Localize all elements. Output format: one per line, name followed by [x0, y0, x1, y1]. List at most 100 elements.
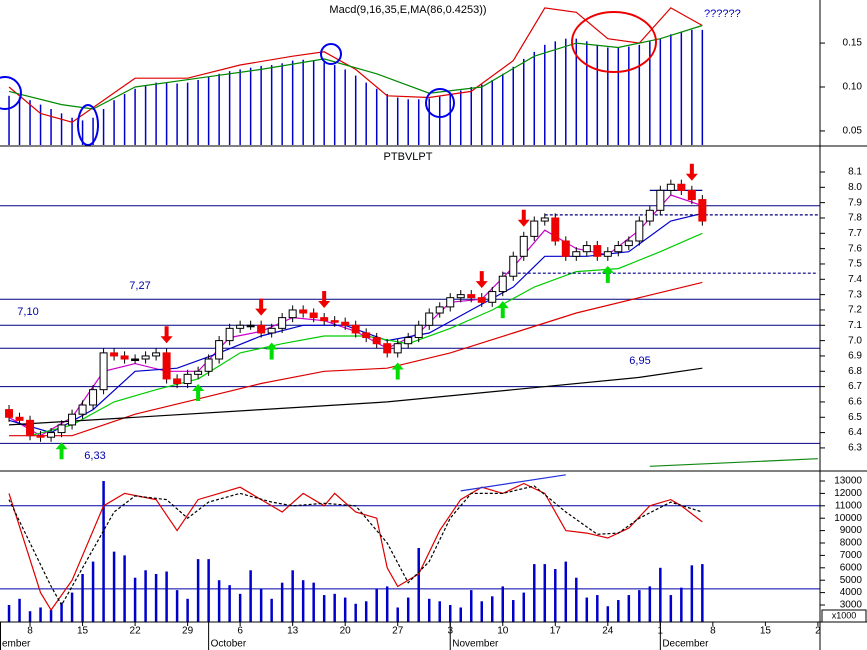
- x-tick-label: 2: [815, 626, 821, 637]
- candle-body: [593, 245, 602, 257]
- sell-arrow: [318, 291, 331, 309]
- candle-body: [68, 413, 77, 426]
- y-tick-label: 8000: [840, 538, 863, 549]
- level-label: 7,27: [129, 280, 150, 292]
- x-tick-label: 17: [550, 626, 562, 637]
- month-label: ember: [2, 639, 31, 650]
- sell-arrow: [160, 326, 173, 344]
- y-tick-label: 7.8: [848, 213, 862, 224]
- candle-body: [614, 245, 623, 253]
- candle-body: [414, 324, 423, 339]
- sell-arrow: [255, 298, 268, 316]
- buy-arrow: [496, 301, 509, 319]
- candle-body: [215, 340, 224, 360]
- candle-body: [110, 352, 119, 357]
- candle-body: [372, 337, 381, 345]
- candle-body: [57, 424, 66, 434]
- y-tick-label: 7.5: [848, 259, 862, 270]
- x-tick-label: 20: [340, 626, 352, 637]
- circle: [77, 104, 99, 146]
- x-tick-label: 13: [287, 626, 299, 637]
- candle-body: [467, 294, 476, 299]
- x-tick-label: 15: [760, 626, 772, 637]
- y-tick-label: 6.5: [848, 412, 862, 423]
- candle-body: [351, 324, 360, 334]
- y-tick-label: 0.05: [843, 126, 863, 137]
- buy-arrow: [192, 383, 205, 401]
- annotation: ??????: [704, 8, 741, 20]
- candle-body: [488, 291, 497, 303]
- sell-arrow: [517, 209, 530, 227]
- price-title: PTBVLPT: [384, 151, 433, 163]
- y-tick-label: 7.4: [848, 274, 862, 285]
- candle-body: [561, 240, 570, 257]
- candle-body: [582, 245, 591, 253]
- candle-body: [320, 317, 329, 322]
- candle-body: [666, 183, 675, 191]
- annotations: [0, 11, 657, 146]
- y-tick-label: 5000: [840, 575, 863, 586]
- candle-body: [246, 324, 255, 328]
- y-tick-label: 7.9: [848, 197, 862, 208]
- stochastic-line: [8, 485, 703, 607]
- indicator-line: [8, 7, 703, 123]
- candle-body: [698, 199, 707, 222]
- y-tick-label: 7.7: [848, 228, 862, 239]
- candle-body: [435, 306, 444, 314]
- sell-arrow: [685, 163, 698, 181]
- y-tick-label: 7.1: [848, 320, 862, 331]
- y-tick-label: 10000: [834, 513, 862, 524]
- y-tick-label: 6000: [840, 562, 863, 573]
- candle-body: [330, 320, 339, 323]
- candle-body: [225, 327, 234, 342]
- candle-body: [141, 355, 150, 360]
- candle-body: [26, 419, 35, 437]
- candle-body: [383, 343, 392, 354]
- candle-body: [677, 183, 686, 191]
- candle-body: [519, 235, 528, 257]
- y-tick-label: 3000: [840, 600, 863, 611]
- x-tick-label: 24: [602, 626, 614, 637]
- sell-arrow: [475, 271, 488, 289]
- candle-body: [446, 297, 455, 308]
- month-label: October: [211, 639, 247, 650]
- candle-body: [687, 189, 696, 201]
- buy-arrow: [265, 342, 278, 360]
- circle: [0, 76, 22, 110]
- candle-body: [183, 373, 192, 385]
- y-tick-label: 12000: [834, 488, 862, 499]
- candle-body: [645, 209, 654, 222]
- y-tick-label: 0.15: [843, 38, 863, 49]
- x-tick-label: 8: [27, 626, 33, 637]
- multiplier: x1000: [832, 610, 857, 620]
- candle-body: [624, 240, 633, 247]
- candle-body: [99, 352, 108, 391]
- indicator-line: [8, 24, 703, 110]
- moving-average: [8, 367, 703, 426]
- y-tick-label: 6.9: [848, 351, 862, 362]
- x-tick-label: 27: [392, 626, 404, 637]
- buy-arrow: [601, 265, 614, 283]
- candle-body: [498, 275, 507, 293]
- y-tick-label: 0.10: [843, 82, 863, 93]
- y-tick-label: 7.2: [848, 305, 862, 316]
- candle-body: [120, 355, 129, 360]
- y-tick-label: 6.4: [848, 427, 862, 438]
- oscillator-title: Macd(9,16,35,E,MA(86,0.4253)): [329, 4, 486, 16]
- buy-arrow: [391, 362, 404, 380]
- x-tick-label: 10: [497, 626, 509, 637]
- candle-body: [341, 321, 350, 326]
- candle-body: [236, 324, 245, 329]
- candle-body: [78, 404, 87, 415]
- candle-body: [288, 309, 297, 319]
- candle-body: [404, 337, 413, 345]
- candle-body: [5, 409, 14, 418]
- candle-body: [267, 327, 276, 334]
- x-tick-label: 6: [237, 626, 243, 637]
- month-label: November: [452, 639, 499, 650]
- candle-body: [131, 358, 140, 362]
- candle-body: [47, 432, 56, 438]
- y-tick-label: 6.3: [848, 443, 862, 454]
- trend-line: [649, 458, 818, 467]
